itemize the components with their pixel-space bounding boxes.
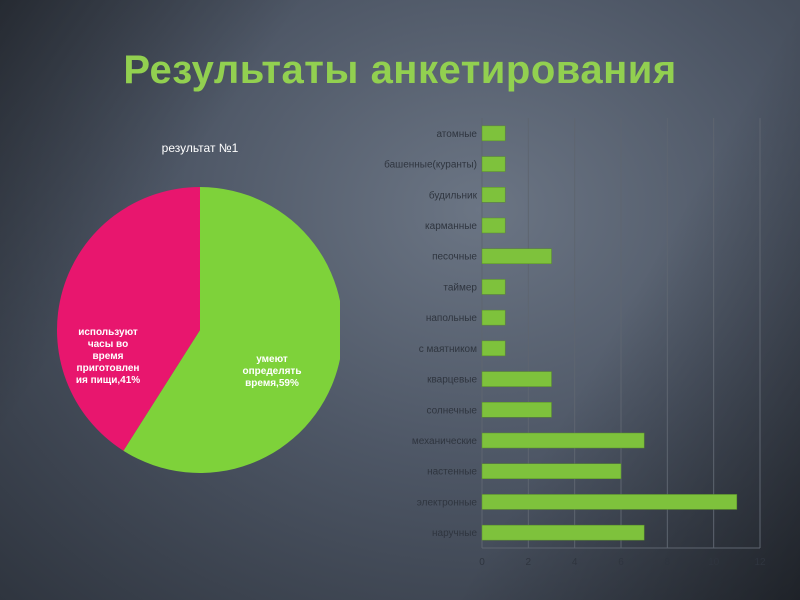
category-label: кварцевые	[427, 375, 477, 386]
pie-slice	[57, 187, 200, 451]
bar	[481, 156, 506, 172]
pie-chart: результат №1 умеют определять время,59% исп…	[57, 141, 340, 473]
pie-chart-title: результат №1	[162, 141, 239, 155]
x-tick-label: 0	[479, 557, 485, 568]
category-label: будильник	[429, 189, 478, 201]
category-label: башенные(куранты)	[384, 159, 477, 171]
bar	[481, 279, 506, 295]
category-label: таймер	[443, 282, 477, 293]
category-label: напольные	[426, 313, 478, 324]
bar	[481, 340, 506, 357]
x-tick-label: 8	[665, 557, 671, 568]
bar	[481, 187, 506, 203]
bar	[481, 463, 622, 479]
slide-title: Результаты анкетирования	[123, 48, 677, 92]
category-label: электронные	[417, 497, 478, 508]
x-tick-label: 6	[618, 557, 624, 568]
bar	[481, 217, 506, 234]
category-label: песочные	[432, 252, 477, 263]
bar	[481, 125, 506, 142]
category-label: солнечные	[426, 405, 477, 416]
bar	[481, 248, 552, 264]
pie-slice	[123, 187, 340, 473]
pie-slice-label: умеют определять время,59%	[243, 354, 302, 389]
category-label: механические	[412, 436, 478, 447]
bar	[481, 402, 552, 418]
category-label: с маятником	[419, 344, 477, 355]
bar	[481, 524, 645, 541]
bar	[481, 309, 506, 326]
bar-chart: атомные башенные(куранты) будильник карманн…	[384, 118, 766, 568]
x-tick-label: 12	[754, 557, 766, 568]
x-tick-label: 4	[572, 557, 578, 568]
category-label: настенные	[427, 467, 477, 478]
category-label: наручные	[432, 528, 477, 539]
x-tick-label: 10	[708, 557, 720, 568]
category-label: карманные	[425, 221, 477, 232]
bar	[481, 432, 645, 449]
bar	[481, 371, 552, 387]
pie-slice-label: используют часы во время приготовлен ия пищи…	[76, 327, 140, 386]
category-label: атомные	[436, 129, 477, 140]
bar	[481, 494, 738, 510]
x-tick-label: 2	[526, 557, 532, 568]
